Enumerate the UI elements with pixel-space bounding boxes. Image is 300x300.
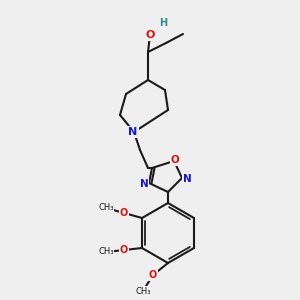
Text: O: O — [120, 245, 128, 255]
Text: CH₃: CH₃ — [98, 248, 114, 256]
Text: O: O — [149, 270, 157, 280]
Text: N: N — [140, 179, 148, 189]
Text: O: O — [145, 30, 155, 40]
Text: O: O — [171, 155, 179, 165]
Text: N: N — [128, 127, 138, 137]
Text: CH₃: CH₃ — [135, 286, 151, 296]
Text: O: O — [120, 208, 128, 218]
Text: CH₃: CH₃ — [98, 203, 114, 212]
Text: H: H — [159, 18, 167, 28]
Text: N: N — [183, 174, 191, 184]
